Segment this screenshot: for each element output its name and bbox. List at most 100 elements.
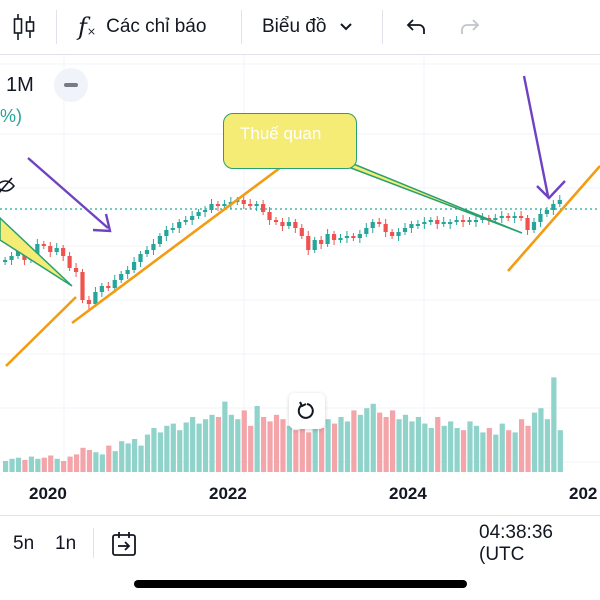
candle: [519, 216, 524, 218]
volume-bar: [312, 425, 318, 472]
volume-bar: [138, 445, 144, 472]
candle: [390, 232, 395, 236]
volume-bar: [364, 408, 370, 472]
x-axis-tick: 2020: [29, 484, 67, 503]
reset-chart-button[interactable]: [289, 393, 325, 429]
volume-bar: [190, 417, 196, 472]
candle: [48, 246, 53, 252]
volume-bar: [409, 421, 415, 472]
candle: [454, 220, 459, 222]
redo-icon: [461, 19, 480, 34]
candle: [544, 210, 549, 214]
x-axis-tick: 2024: [389, 484, 427, 503]
candle: [215, 204, 221, 206]
volume-bar: [506, 430, 512, 472]
candle: [183, 220, 188, 222]
candle: [377, 222, 382, 224]
volume-bar: [241, 410, 247, 472]
candle: [383, 224, 388, 232]
volume-bar: [228, 414, 234, 472]
volume-bar: [467, 421, 473, 472]
candle: [261, 204, 266, 212]
volume-bar: [338, 417, 344, 472]
top-toolbar: f× Các chỉ báo Biểu đồ: [0, 0, 600, 55]
volume-bar: [261, 417, 267, 472]
range-5y-label: 5n: [13, 532, 35, 554]
candle: [15, 250, 21, 256]
arrow-annotation[interactable]: [27, 157, 112, 233]
candle: [106, 286, 111, 288]
go-to-date-button[interactable]: [110, 516, 138, 571]
callout-box[interactable]: Thuế quan: [223, 113, 357, 169]
trendline[interactable]: [507, 165, 600, 272]
volume-bar: [390, 410, 396, 472]
collapse-legend-button[interactable]: [54, 68, 88, 102]
candle: [557, 200, 562, 204]
volume-bar: [3, 461, 9, 472]
candle: [531, 222, 537, 230]
candle: [331, 234, 337, 240]
candle: [286, 222, 291, 226]
volume-bar: [254, 406, 260, 472]
change-percent-fragment: %): [0, 106, 22, 126]
volume-bar: [48, 455, 54, 472]
candle: [54, 248, 59, 252]
volume-bar: [473, 425, 480, 472]
chart-canvas[interactable]: Thuế quan: [0, 55, 600, 515]
candle: [86, 300, 92, 304]
candle: [506, 216, 511, 218]
function-icon: f×: [78, 13, 97, 41]
candle: [9, 256, 14, 260]
range-5y-button[interactable]: 5n: [13, 516, 34, 571]
trendline[interactable]: [5, 296, 77, 367]
candle: [312, 240, 317, 250]
volume-bar: [480, 432, 486, 472]
volume-bar: [448, 421, 454, 472]
clock-display[interactable]: 04:38:36 (UTC: [479, 516, 600, 571]
chevron-down-icon: [340, 23, 353, 31]
volume-bar: [41, 457, 47, 472]
volume-bar: [344, 421, 351, 472]
bottom-divider: [93, 528, 94, 558]
chart-type-dropdown[interactable]: Biểu đồ: [262, 0, 354, 54]
eye-off-icon[interactable]: [0, 177, 16, 194]
volume-bar: [441, 425, 447, 472]
volume-bar: [28, 456, 34, 472]
candle: [41, 244, 46, 246]
volume-bar: [435, 417, 441, 472]
indicators-button[interactable]: f× Các chỉ báo: [78, 0, 206, 54]
price-chart: [0, 55, 600, 475]
candle: [415, 224, 420, 226]
volume-bar: [538, 408, 544, 472]
chart-type-label: Biểu đồ: [262, 16, 327, 37]
volume-bar: [125, 443, 131, 472]
candle: [396, 232, 401, 236]
volume-bar: [215, 417, 222, 472]
candle: [467, 220, 472, 222]
range-1y-button[interactable]: 1n: [55, 516, 76, 571]
candle: [306, 236, 311, 250]
undo-button[interactable]: [404, 0, 428, 54]
volume-bar: [280, 419, 286, 472]
candle: [448, 222, 453, 224]
redo-button[interactable]: [458, 0, 482, 54]
candle: [364, 228, 369, 234]
x-axis-tick: 202: [569, 484, 598, 503]
volume-bar: [86, 450, 93, 472]
candle: [357, 234, 362, 238]
volume-bar: [460, 430, 467, 472]
volume-bar: [383, 417, 389, 472]
candle: [222, 204, 227, 206]
volume-bar: [273, 414, 280, 472]
candle: [299, 228, 304, 236]
home-indicator: [134, 580, 467, 588]
candle: [119, 274, 124, 280]
candlestick-icon[interactable]: [12, 0, 36, 54]
volume-bar: [499, 423, 505, 472]
candle: [170, 228, 175, 230]
volume-bar: [164, 425, 170, 472]
toolbar-divider: [56, 10, 57, 44]
candle: [435, 220, 440, 224]
candle: [248, 204, 253, 206]
arrow-annotation[interactable]: [522, 75, 566, 200]
